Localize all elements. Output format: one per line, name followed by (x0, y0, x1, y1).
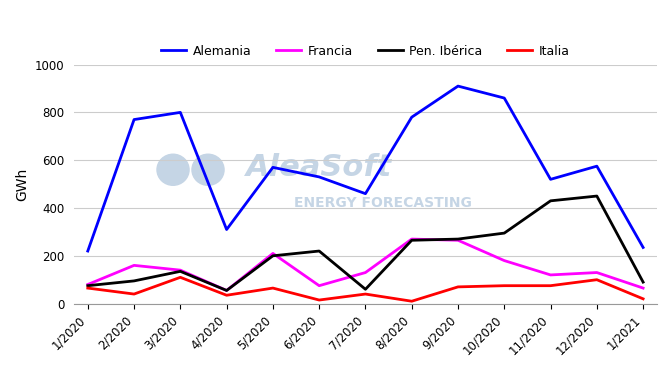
Francia (454, 238, 462, 243)
Italia (500, 283, 508, 288)
Line: Alemania: Alemania (88, 86, 643, 251)
Italia (639, 296, 647, 301)
Pen. Ibérica (408, 238, 416, 243)
Alemania (546, 177, 554, 182)
Alemania (408, 115, 416, 119)
Pen. Ibérica (130, 279, 138, 283)
Pen. Ibérica (315, 249, 323, 253)
Pen. Ibérica (176, 269, 184, 273)
Francia (408, 237, 416, 241)
Text: AleaSoft: AleaSoft (246, 153, 392, 182)
Alemania (639, 245, 647, 250)
Francia (84, 282, 92, 287)
Ellipse shape (157, 154, 189, 185)
Pen. Ibérica (454, 237, 462, 241)
Francia (315, 283, 323, 288)
Francia (500, 259, 508, 263)
Italia (362, 292, 370, 296)
Italia (593, 278, 601, 282)
Text: ENERGY FORECASTING: ENERGY FORECASTING (294, 196, 472, 210)
Francia (546, 273, 554, 277)
Pen. Ibérica (84, 283, 92, 288)
Alemania (222, 227, 230, 232)
Italia (130, 292, 138, 296)
Ellipse shape (192, 154, 224, 185)
Pen. Ibérica (500, 231, 508, 235)
Italia (222, 293, 230, 298)
Francia (269, 251, 277, 256)
Italia (84, 286, 92, 290)
Pen. Ibérica (546, 199, 554, 203)
Y-axis label: GWh: GWh (15, 167, 29, 201)
Line: Pen. Ibérica: Pen. Ibérica (88, 196, 643, 291)
Line: Francia: Francia (88, 239, 643, 291)
Italia (269, 286, 277, 290)
Francia (176, 268, 184, 272)
Italia (454, 285, 462, 289)
Legend: Alemania, Francia, Pen. Ibérica, Italia: Alemania, Francia, Pen. Ibérica, Italia (157, 40, 575, 63)
Alemania (362, 192, 370, 196)
Pen. Ibérica (593, 194, 601, 198)
Alemania (269, 165, 277, 170)
Pen. Ibérica (222, 288, 230, 293)
Alemania (500, 96, 508, 100)
Francia (362, 270, 370, 275)
Italia (546, 283, 554, 288)
Alemania (454, 84, 462, 88)
Francia (222, 288, 230, 293)
Line: Italia: Italia (88, 277, 643, 301)
Italia (408, 299, 416, 304)
Pen. Ibérica (269, 254, 277, 258)
Alemania (315, 175, 323, 179)
Alemania (130, 117, 138, 122)
Italia (176, 275, 184, 279)
Alemania (84, 249, 92, 253)
Francia (130, 263, 138, 267)
Italia (315, 298, 323, 302)
Alemania (176, 110, 184, 115)
Alemania (593, 164, 601, 169)
Francia (639, 286, 647, 290)
Francia (593, 270, 601, 275)
Pen. Ibérica (362, 287, 370, 292)
Pen. Ibérica (639, 280, 647, 284)
